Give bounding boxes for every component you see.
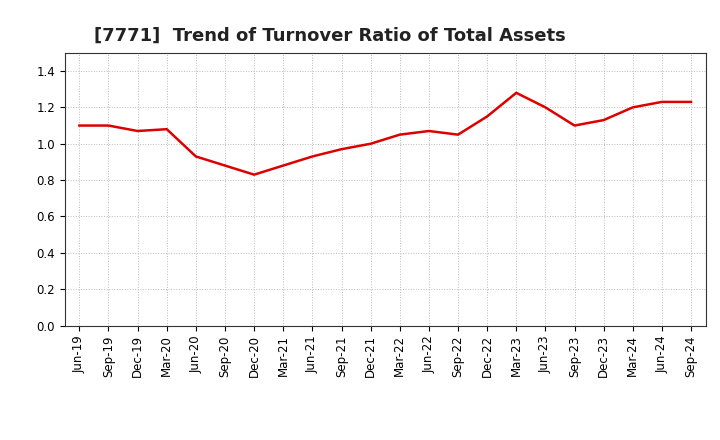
Text: [7771]  Trend of Turnover Ratio of Total Assets: [7771] Trend of Turnover Ratio of Total … bbox=[94, 26, 565, 44]
